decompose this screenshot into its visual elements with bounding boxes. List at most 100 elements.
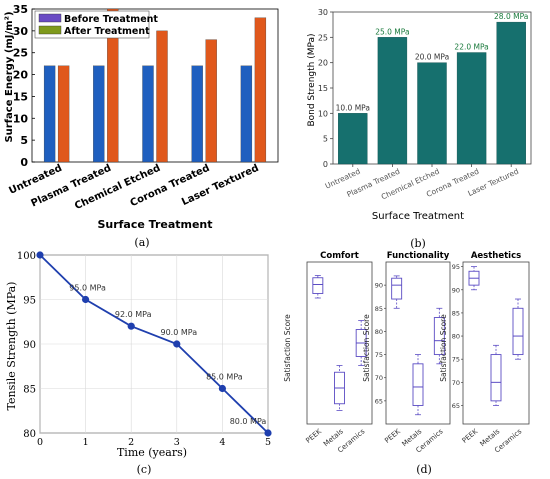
panel-d-axes-frame (306, 261, 373, 425)
panel-d-ytick-label: 85 (375, 305, 383, 313)
panel-c-data-label: 90.0 MPa (160, 328, 197, 337)
panel-d-ytick-label: 65 (375, 397, 383, 405)
panel-d-ylabel: Satisfaction Score (439, 314, 448, 382)
panel-b-ytick-label: 0 (323, 160, 328, 169)
panel-b-ylabel: Bond Strength (MPa) (307, 33, 317, 126)
panel-b-bar (377, 37, 408, 165)
panel-b-xlabel: Surface Treatment (372, 211, 464, 222)
panel-d-ytick-label: 85 (452, 309, 460, 317)
panel-a-ylabel: Surface Energy (mJ/m²) (4, 11, 15, 142)
panel-c-ytick-label: 95 (23, 296, 36, 307)
panel-c-data-label: 80.0 MPa (230, 417, 267, 426)
panel-d-subplot-title: Aesthetics (471, 251, 521, 261)
panel-c-ylabel: Tensile Strength (MPa) (5, 282, 18, 411)
panel-d-ytick-label: 65 (452, 402, 460, 410)
panel-a-ytick-label: 30 (13, 25, 29, 38)
panel-a-bar-after (156, 30, 168, 163)
panel-d-box-body (391, 277, 403, 300)
panel-a-bar-before (43, 65, 56, 163)
panel-a-ytick-label: 0 (20, 156, 28, 169)
panel-d-box-metals (334, 365, 345, 411)
panel-b-ytick-label: 15 (318, 84, 328, 93)
panel-d-box-body (490, 354, 502, 402)
panel-b-bar (417, 62, 447, 165)
panel-a-legend-label: After Treatment (64, 26, 150, 37)
panel-d-ylabel: Satisfaction Score (283, 314, 292, 382)
panel-d-box-peek (312, 275, 324, 299)
panel-d-box-metals (412, 354, 424, 416)
panel-b-ytick-label: 5 (323, 135, 328, 144)
panel-d-box-body (433, 317, 445, 356)
panel-d-box-ceramics (512, 298, 524, 360)
panel-c-ytick-label: 85 (23, 385, 36, 396)
panel-c-xtick-label: 4 (219, 437, 225, 448)
panel-a-ytick-label: 25 (13, 47, 28, 60)
panel-b-data-label: 25.0 MPa (375, 27, 409, 36)
panel-b-ytick-label: 20 (318, 59, 328, 68)
panel-d-box-peek (468, 266, 480, 291)
panel-a-legend-swatch (38, 25, 62, 35)
panel-d-axes-frame (462, 261, 530, 425)
panel-d-subplot-title: Functionality (387, 251, 450, 261)
panel-b-ytick-label: 25 (318, 33, 328, 42)
panel-d-axes-frame (385, 261, 451, 425)
panel-a-ytick-label: 35 (13, 3, 28, 16)
panel-c-data-point (82, 295, 90, 304)
panel-c-xtick-label: 3 (174, 437, 180, 448)
panel-c-xtick-label: 1 (83, 437, 89, 448)
panel-a-bar-after (205, 39, 217, 163)
panel-a-caption: (a) (134, 236, 149, 249)
panel-d-box-ceramics (433, 307, 445, 365)
panel-c-series-line (39, 254, 269, 434)
panel-c-data-point (36, 251, 44, 259)
panel-c-xtick-label: 2 (128, 437, 134, 448)
panel-a-axes-frame (31, 8, 279, 163)
panel-c-ytick-label: 100 (17, 251, 36, 262)
panel-d-ytick-label: 70 (375, 374, 383, 382)
panel-b-data-label: 10.0 MPa (336, 103, 370, 112)
panel-b-data-label: 28.0 MPa (494, 12, 528, 21)
panel-a-ytick-label: 15 (13, 90, 28, 103)
panel-d-ytick-label: 80 (452, 333, 460, 341)
panel-d-ylabel: Satisfaction Score (362, 314, 371, 382)
panel-a-legend-label: Before Treatment (64, 14, 158, 25)
panel-a-bar-before (93, 65, 105, 163)
panel-a-ytick-label: 5 (20, 134, 28, 147)
panel-c-xtick-label: 5 (265, 437, 271, 448)
panel-b-ytick-label: 10 (318, 109, 328, 118)
panel-a-bar-before (191, 65, 203, 163)
panel-a-ytick-label: 20 (13, 69, 29, 82)
panel-a-bar-after (254, 17, 267, 163)
panel-b-bar (456, 52, 487, 165)
panel-d-ytick-label: 75 (375, 351, 383, 359)
panel-d-box-metals (490, 344, 502, 406)
panel-a-xlabel: Surface Treatment (97, 218, 212, 231)
panel-c-data-label: 92.0 MPa (115, 310, 152, 319)
panel-c-data-point (264, 429, 272, 437)
panel-a-bar-after (57, 65, 70, 163)
panel-d-box-ceramics (355, 320, 367, 366)
panel-a-ytick-label: 10 (13, 112, 29, 125)
panel-c-data-label: 85.0 MPa (206, 373, 243, 382)
panel-b-bar (338, 113, 368, 165)
panel-c-ytick-label: 90 (23, 340, 36, 351)
panel-a-xtick-label: Chemical Etched (73, 163, 162, 212)
panel-d-ytick-label: 75 (452, 356, 460, 364)
panel-c-data-label: 95.0 MPa (69, 284, 106, 293)
panel-c-data-point (173, 340, 181, 348)
panel-d-ytick-label: 90 (375, 282, 383, 290)
panel-d-box-body (412, 363, 424, 406)
panel-b-bar (496, 21, 526, 165)
panel-d-caption: (d) (416, 463, 432, 476)
panel-a-legend-swatch (38, 13, 62, 23)
panel-d-xtick-label: PEEK (304, 427, 323, 445)
panel-d-subplot-title: Comfort (320, 251, 359, 261)
panel-d-box-body (312, 277, 324, 294)
panel-c-caption: (c) (137, 463, 152, 476)
panel-b-data-label: 22.0 MPa (454, 43, 488, 52)
panel-b-caption: (b) (410, 237, 426, 250)
panel-d-box-peek (391, 275, 403, 309)
panel-b-ytick-label: 30 (318, 8, 328, 17)
